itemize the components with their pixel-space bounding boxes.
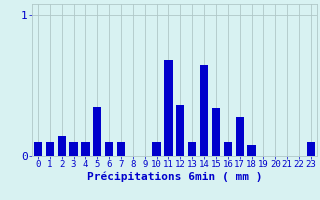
X-axis label: Précipitations 6min ( mm ): Précipitations 6min ( mm ) xyxy=(87,172,262,182)
Bar xyxy=(236,117,244,156)
Bar xyxy=(81,142,90,156)
Bar xyxy=(69,142,78,156)
Bar xyxy=(105,142,113,156)
Bar xyxy=(247,145,256,156)
Bar xyxy=(117,142,125,156)
Bar xyxy=(58,136,66,156)
Bar xyxy=(307,142,315,156)
Bar xyxy=(164,60,172,156)
Bar xyxy=(93,107,101,156)
Bar xyxy=(46,142,54,156)
Bar xyxy=(200,65,208,156)
Bar xyxy=(188,142,196,156)
Bar xyxy=(152,142,161,156)
Bar xyxy=(224,142,232,156)
Bar xyxy=(176,105,185,156)
Bar xyxy=(34,142,42,156)
Bar xyxy=(212,108,220,156)
